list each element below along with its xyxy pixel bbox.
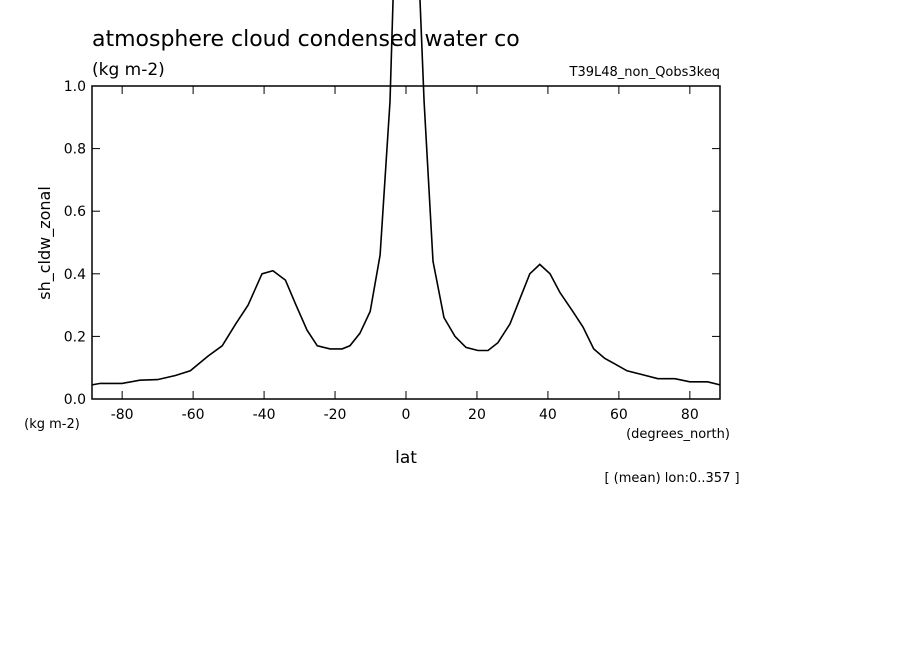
x-axis-unit: (degrees_north) bbox=[626, 427, 730, 442]
y-tick-label: 0.2 bbox=[64, 329, 86, 345]
y-axis-unit: (kg m-2) bbox=[24, 417, 80, 432]
x-tick-label: 40 bbox=[539, 407, 557, 423]
x-tick-label: 80 bbox=[681, 407, 699, 423]
run-label: T39L48_non_Qobs3keq bbox=[569, 65, 721, 80]
x-tick-label: -60 bbox=[182, 407, 205, 423]
y-tick-label: 0.6 bbox=[64, 204, 86, 220]
data-line bbox=[91, 0, 721, 386]
annotation: [ (mean) lon:0..357 ] bbox=[604, 471, 739, 486]
chart-subtitle: (kg m-2) bbox=[92, 60, 165, 80]
y-tick-label: 0.8 bbox=[64, 142, 86, 158]
y-tick-label: 0.4 bbox=[64, 267, 86, 283]
x-tick-label: -80 bbox=[111, 407, 134, 423]
plot-frame bbox=[91, 85, 721, 400]
x-axis-label: lat bbox=[395, 448, 417, 468]
y-axis-label: sh_cldw_zonal bbox=[35, 186, 55, 300]
x-tick-label: 60 bbox=[610, 407, 628, 423]
x-tick-label: 0 bbox=[402, 407, 411, 423]
x-tick-label: -20 bbox=[324, 407, 347, 423]
x-tick-label: -40 bbox=[253, 407, 276, 423]
chart-title: atmosphere cloud condensed water co bbox=[92, 27, 520, 52]
y-tick-label: 1.0 bbox=[64, 79, 86, 95]
x-tick-label: 20 bbox=[468, 407, 486, 423]
y-tick-label: 0.0 bbox=[64, 392, 86, 408]
